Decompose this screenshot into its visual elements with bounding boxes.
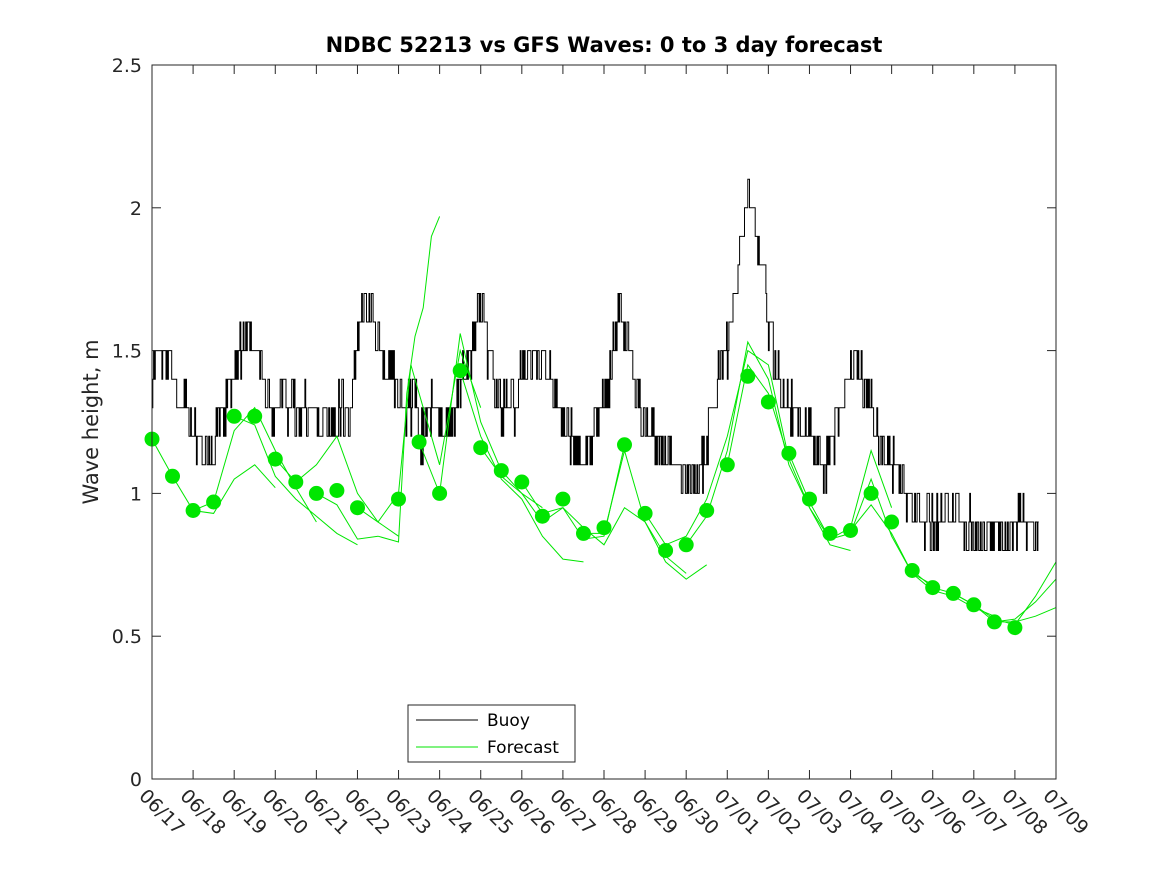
forecast-marker-40 bbox=[986, 614, 1002, 630]
forecast-marker-18 bbox=[534, 508, 550, 524]
forecast-marker-23 bbox=[637, 505, 653, 521]
forecast-marker-2 bbox=[185, 503, 201, 518]
forecast-marker-41 bbox=[1007, 620, 1023, 636]
forecast-marker-30 bbox=[781, 445, 797, 461]
forecast-run-line-7 bbox=[459, 370, 584, 563]
forecast-marker-16 bbox=[493, 463, 509, 479]
y-tick-label-2: 1 bbox=[130, 483, 142, 505]
legend-buoy-label: Buoy bbox=[487, 711, 530, 731]
forecast-marker-11 bbox=[391, 491, 406, 507]
forecast-marker-33 bbox=[843, 523, 858, 538]
y-tick-label-1: 0.5 bbox=[112, 626, 142, 648]
forecast-run-line-9 bbox=[521, 481, 687, 574]
forecast-marker-26 bbox=[699, 503, 715, 518]
forecast-marker-6 bbox=[267, 451, 283, 467]
legend-forecast-label: Forecast bbox=[487, 738, 559, 758]
buoy-series-line bbox=[151, 178, 1039, 551]
forecast-marker-20 bbox=[576, 525, 591, 541]
forecast-marker-4 bbox=[226, 408, 242, 424]
forecast-marker-8 bbox=[308, 485, 324, 501]
forecast-marker-19 bbox=[555, 491, 571, 507]
y-tick-label-5: 2.5 bbox=[112, 55, 142, 77]
forecast-marker-15 bbox=[473, 440, 489, 456]
legend-box bbox=[407, 704, 576, 763]
forecast-marker-35 bbox=[884, 514, 900, 530]
forecast-run-line-18 bbox=[994, 607, 1057, 623]
forecast-marker-14 bbox=[452, 363, 468, 379]
forecast-marker-36 bbox=[904, 563, 920, 578]
forecast-marker-22 bbox=[617, 437, 632, 453]
forecast-marker-25 bbox=[678, 537, 694, 553]
forecast-marker-17 bbox=[514, 474, 530, 490]
forecast-run-line-2 bbox=[234, 415, 358, 546]
forecast-marker-29 bbox=[760, 394, 776, 410]
forecast-marker-1 bbox=[165, 468, 180, 484]
forecast-marker-32 bbox=[822, 525, 838, 541]
forecast-marker-38 bbox=[945, 585, 961, 601]
y-tick-label-3: 1.5 bbox=[112, 341, 142, 363]
forecast-run-line-11 bbox=[644, 349, 790, 546]
chart-title: NDBC 52213 vs GFS Waves: 0 to 3 day fore… bbox=[326, 33, 883, 57]
forecast-marker-27 bbox=[719, 457, 735, 473]
plot-data bbox=[144, 178, 1057, 636]
forecast-marker-28 bbox=[740, 368, 756, 384]
y-tick-label-4: 2 bbox=[130, 198, 142, 220]
forecast-marker-24 bbox=[658, 543, 674, 558]
forecast-run-line-8 bbox=[480, 444, 625, 540]
forecast-marker-3 bbox=[206, 494, 222, 510]
forecast-marker-39 bbox=[966, 597, 982, 613]
forecast-marker-13 bbox=[432, 485, 448, 501]
forecast-marker-10 bbox=[350, 500, 365, 516]
forecast-run-line-4 bbox=[316, 216, 441, 543]
forecast-marker-34 bbox=[863, 485, 879, 501]
legend: Buoy Forecast bbox=[407, 704, 576, 763]
y-axis-label: Wave height, m bbox=[79, 339, 103, 504]
forecast-marker-9 bbox=[329, 483, 345, 498]
forecast-marker-5 bbox=[247, 408, 263, 424]
forecast-marker-12 bbox=[411, 434, 427, 450]
forecast-marker-37 bbox=[925, 580, 941, 596]
forecast-marker-21 bbox=[596, 520, 612, 536]
forecast-marker-31 bbox=[802, 491, 817, 507]
forecast-marker-7 bbox=[288, 474, 304, 490]
y-tick-label-0: 0 bbox=[130, 769, 142, 791]
